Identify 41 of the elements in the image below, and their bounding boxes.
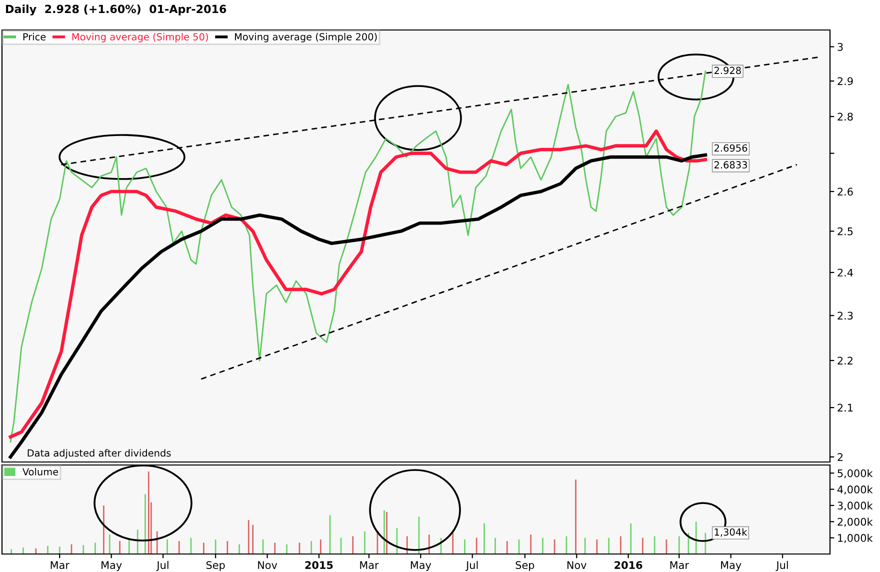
y-tick-label: 2.9: [838, 77, 853, 86]
x-tick-label: May: [102, 561, 122, 572]
y-tick-label: 1,000k: [838, 534, 873, 543]
x-tick-label: Sep: [516, 561, 534, 572]
y-tick-label: 2: [838, 453, 843, 461]
y-tick-label: 3,000k: [838, 501, 873, 511]
x-tick-label: Mar: [670, 561, 689, 570]
chart-title: Daily 2.928 (+1.60%) 01-Apr-2016: [6, 4, 226, 16]
x-tick-label: Mar: [360, 561, 379, 570]
y-tick-label: 2.1: [838, 404, 853, 412]
x-tick-label: Mar: [50, 561, 70, 570]
y-tick-label: 2.3: [838, 312, 853, 320]
annotation: 2.928: [714, 66, 741, 74]
y-tick-label: 4,000k: [837, 485, 873, 494]
annotation: 2.6833: [714, 161, 747, 169]
x-tick-label: May: [410, 561, 432, 572]
x-tick-label: Jul: [156, 560, 168, 571]
y-tick-label: 2.8: [838, 112, 853, 121]
x-tick-label: 2016: [614, 561, 642, 570]
line-series: [10, 70, 706, 443]
x-tick-label: 2015: [305, 561, 333, 570]
y-tick-label: 2.4: [838, 268, 853, 276]
y-tick-label: 3: [838, 42, 843, 51]
x-tick-label: May: [721, 561, 742, 572]
annotation: 2.6956: [714, 144, 748, 152]
y-tick-label: 2.6: [838, 188, 853, 196]
annotation: 1,304k: [714, 528, 748, 537]
y-tick-label: 5,000k: [838, 469, 873, 478]
x-tick-label: Jul: [466, 560, 478, 571]
legend-label: Moving average (Simple 50): [72, 32, 208, 42]
y-tick-label: 2.5: [838, 227, 853, 236]
y-tick-label: 2,000k: [838, 518, 873, 527]
x-tick-label: Nov: [567, 561, 586, 570]
y-tick-label: 2.2: [838, 356, 852, 364]
legend-label: Moving average (Simple 200): [235, 32, 377, 42]
legend-label: Price: [23, 32, 46, 40]
annotation: Data adjusted after dividends: [28, 449, 171, 459]
x-tick-label: Nov: [258, 561, 278, 570]
x-tick-label: Jul: [776, 560, 788, 571]
x-tick-label: Sep: [206, 561, 225, 572]
legend-label: Volume: [22, 468, 58, 476]
